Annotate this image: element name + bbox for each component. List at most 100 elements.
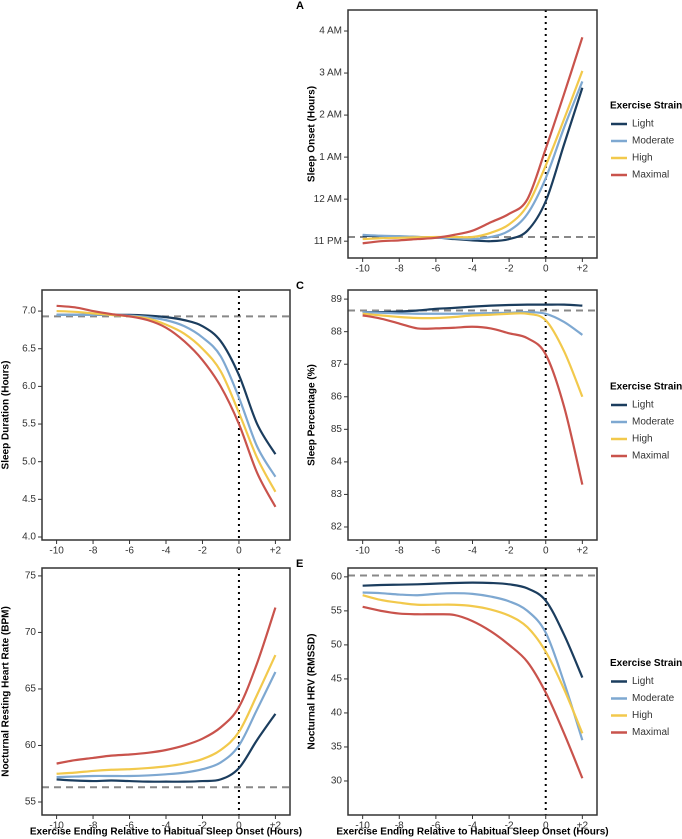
plot-frame bbox=[347, 289, 598, 541]
y-tick-label: 84 bbox=[331, 457, 343, 468]
y-tick-label: 7.0 bbox=[22, 306, 36, 317]
y-tick-label: 6.0 bbox=[22, 381, 36, 392]
series-line bbox=[362, 594, 584, 734]
series-line bbox=[362, 314, 584, 485]
legend-label: Moderate bbox=[632, 417, 675, 428]
y-tick-label: 75 bbox=[25, 571, 37, 582]
series-line bbox=[362, 605, 584, 779]
y-tick-label: 30 bbox=[331, 776, 343, 787]
y-tick-label: 40 bbox=[331, 708, 343, 719]
y-tick-label: 87 bbox=[331, 359, 343, 370]
legend-label: Light bbox=[632, 119, 654, 130]
legend-label: High bbox=[632, 153, 653, 164]
series-line bbox=[362, 312, 584, 398]
panel-letter: A bbox=[296, 0, 304, 12]
series-line bbox=[362, 87, 584, 243]
legend-title: Exercise Strain bbox=[610, 382, 682, 393]
x-tick-label: -6 bbox=[431, 264, 440, 275]
x-tick-label: 0 bbox=[543, 546, 549, 557]
x-tick-label: -6 bbox=[431, 821, 440, 832]
series-line bbox=[362, 303, 583, 314]
plot-frame bbox=[41, 289, 291, 541]
x-tick-label: -10 bbox=[355, 264, 370, 275]
x-tick-label: -4 bbox=[468, 546, 477, 557]
x-tick-label: -10 bbox=[49, 546, 64, 557]
y-tick-label: 86 bbox=[331, 391, 343, 402]
legend-label: Moderate bbox=[632, 136, 675, 147]
y-tick-label: 4 AM bbox=[319, 26, 342, 37]
y-tick-label: 65 bbox=[25, 684, 37, 695]
x-tick-label: +2 bbox=[270, 821, 282, 832]
y-tick-label: 83 bbox=[331, 489, 343, 500]
legend-title: Exercise Strain bbox=[610, 658, 682, 669]
x-tick-label: -8 bbox=[395, 546, 404, 557]
x-tick-label: -8 bbox=[395, 264, 404, 275]
series-line bbox=[362, 36, 584, 245]
x-tick-label: -4 bbox=[162, 546, 171, 557]
x-tick-label: +2 bbox=[577, 546, 589, 557]
y-tick-label: 70 bbox=[25, 627, 37, 638]
x-tick-label: -6 bbox=[125, 546, 134, 557]
x-tick-label: +2 bbox=[577, 264, 589, 275]
series-line bbox=[56, 304, 277, 508]
y-tick-label: 35 bbox=[331, 742, 343, 753]
x-tick-label: -2 bbox=[505, 546, 514, 557]
x-tick-label: 0 bbox=[236, 821, 242, 832]
series-line bbox=[56, 654, 277, 775]
y-tick-label: 55 bbox=[25, 797, 37, 808]
y-tick-label: 88 bbox=[331, 326, 343, 337]
y-tick-label: 3 AM bbox=[319, 68, 342, 79]
series-line bbox=[362, 311, 583, 336]
panel-letter: E bbox=[296, 558, 303, 570]
x-tick-label: -8 bbox=[89, 546, 98, 557]
x-tick-label: -10 bbox=[49, 821, 64, 832]
series-line bbox=[362, 70, 584, 241]
x-tick-label: +2 bbox=[270, 546, 282, 557]
plot-frame bbox=[347, 567, 598, 816]
y-tick-label: 4.5 bbox=[22, 494, 36, 505]
series-line bbox=[362, 591, 584, 741]
y-tick-label: 60 bbox=[331, 571, 343, 582]
x-tick-label: -4 bbox=[468, 264, 477, 275]
legend-label: Moderate bbox=[632, 693, 675, 704]
y-tick-label: 45 bbox=[331, 674, 343, 685]
x-tick-label: -10 bbox=[355, 821, 370, 832]
x-tick-label: +2 bbox=[577, 821, 589, 832]
x-tick-label: -4 bbox=[162, 821, 171, 832]
y-axis-label: Sleep Onset (Hours) bbox=[307, 86, 318, 182]
series-line bbox=[56, 713, 277, 783]
y-tick-label: 85 bbox=[331, 424, 343, 435]
y-tick-label: 2 AM bbox=[319, 110, 342, 121]
x-tick-label: -4 bbox=[468, 821, 477, 832]
y-tick-label: 4.0 bbox=[22, 532, 36, 543]
series-line bbox=[56, 313, 277, 478]
series-line bbox=[56, 309, 277, 493]
legend-label: Maximal bbox=[632, 170, 669, 181]
legend-label: High bbox=[632, 710, 653, 721]
x-tick-label: -8 bbox=[395, 821, 404, 832]
y-tick-label: 82 bbox=[331, 522, 343, 533]
y-tick-label: 50 bbox=[331, 640, 343, 651]
x-tick-label: -10 bbox=[355, 546, 370, 557]
legend-label: Light bbox=[632, 676, 654, 687]
x-axis-label: Exercise Ending Relative to Habitual Sle… bbox=[336, 827, 608, 838]
legend-title: Exercise Strain bbox=[610, 101, 682, 112]
plot-frame bbox=[41, 567, 291, 816]
x-tick-label: -6 bbox=[431, 546, 440, 557]
x-tick-label: 0 bbox=[543, 264, 549, 275]
y-axis-label: Nocturnal HRV (RMSSD) bbox=[307, 634, 318, 750]
y-tick-label: 89 bbox=[331, 294, 343, 305]
x-tick-label: -8 bbox=[89, 821, 98, 832]
series-line bbox=[362, 581, 584, 678]
plot-frame bbox=[347, 9, 598, 259]
legend-label: Maximal bbox=[632, 451, 669, 462]
x-tick-label: -6 bbox=[125, 821, 134, 832]
panel-letter: C bbox=[296, 280, 304, 292]
y-tick-label: 1 AM bbox=[319, 152, 342, 163]
y-tick-label: 55 bbox=[331, 606, 343, 617]
y-tick-label: 5.0 bbox=[22, 456, 36, 467]
x-tick-label: -2 bbox=[505, 264, 514, 275]
legend-label: Light bbox=[632, 400, 654, 411]
x-tick-label: -2 bbox=[198, 821, 207, 832]
